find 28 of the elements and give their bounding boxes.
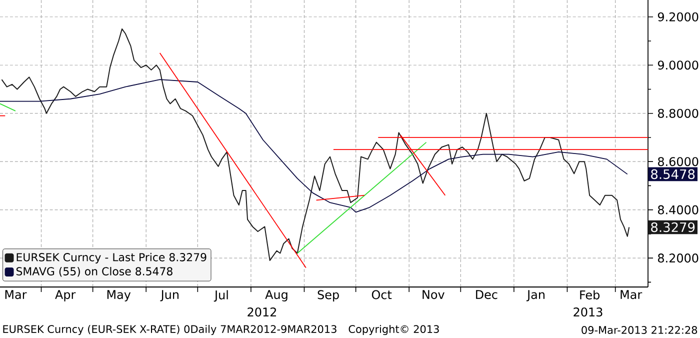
- x-tick-label: Jan: [526, 290, 544, 302]
- x-tick-label: Nov: [422, 290, 444, 300]
- x-tick-label: Mar: [5, 290, 27, 300]
- x-tick-label: Jul: [214, 290, 228, 302]
- x-tick-label: Feb: [580, 290, 600, 300]
- x-tick-label: Apr: [55, 290, 76, 302]
- legend-label: SMAVG (55) on Close 8.5478: [16, 266, 172, 277]
- text: 09-Mar-2013 21:22:28: [582, 326, 698, 334]
- annotation: 8.5478: [651, 169, 695, 180]
- annotation: 8.3279: [651, 222, 695, 232]
- text: 2013: [574, 307, 602, 317]
- x-tick-label: Mar: [620, 290, 642, 300]
- y-tick-label: 9.2000: [658, 12, 698, 22]
- x-tick-label: May: [107, 290, 131, 302]
- y-tick-label: 8.6000: [658, 157, 698, 166]
- x-tick-label: Aug: [265, 290, 288, 302]
- y-tick-label: 9.0000: [658, 60, 698, 70]
- legend-label: EURSEK Curncy - Last Price 8.3279: [16, 252, 206, 264]
- x-tick-label: Dec: [476, 290, 498, 300]
- x-tick-label: Sep: [318, 290, 339, 302]
- y-tick-label: 8.2000: [658, 254, 698, 263]
- x-tick-label: Jun: [160, 290, 178, 302]
- text: Copyright© 2013: [348, 324, 439, 336]
- y-tick-label: 8.4000: [658, 205, 698, 214]
- text: 2012: [248, 307, 276, 317]
- text: EURSEK Curncy (EUR-SEK X-RATE) 0Daily 7MAR2012-9MAR2013: [3, 324, 336, 336]
- y-tick-label: 8.8000: [658, 108, 698, 118]
- x-tick-label: Oct: [372, 290, 392, 300]
